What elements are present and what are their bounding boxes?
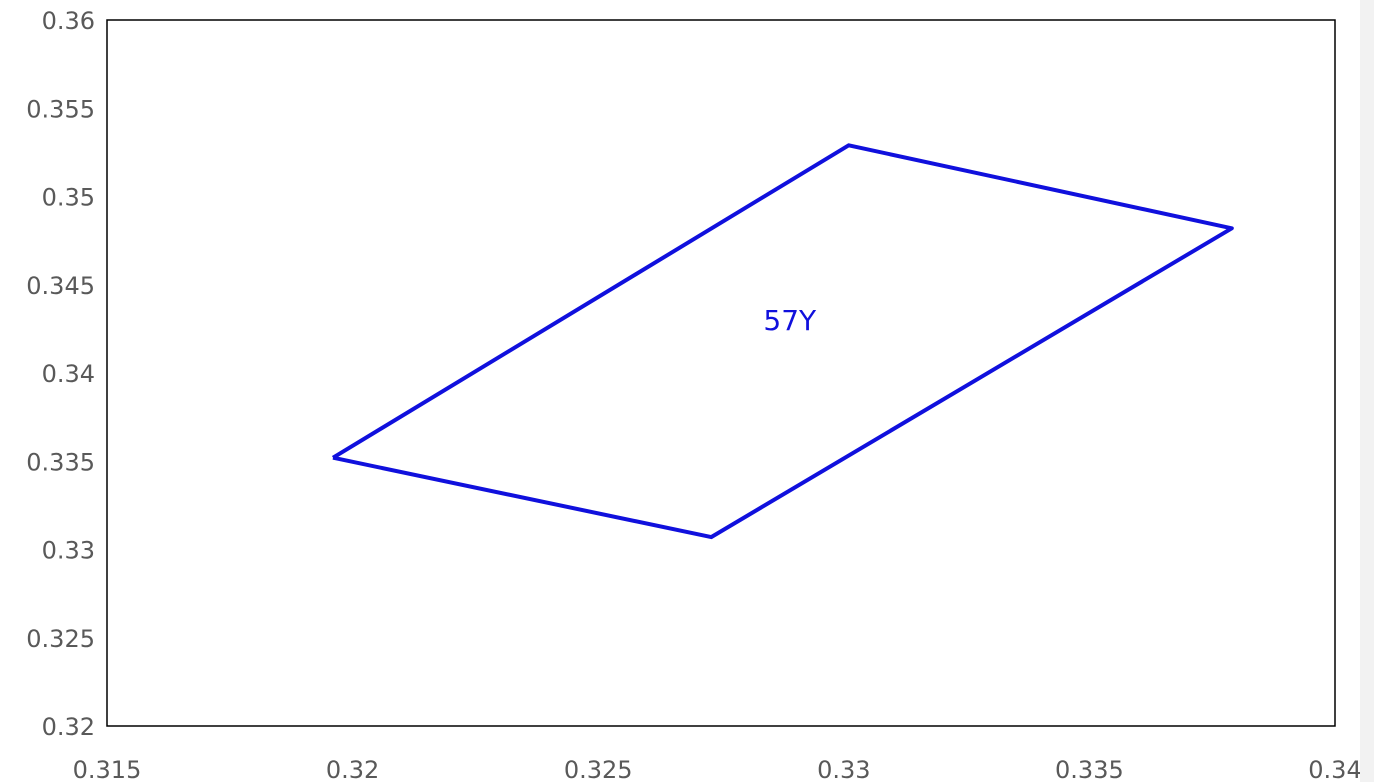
x-tick-label: 0.33 [817, 756, 870, 782]
y-tick-label: 0.36 [42, 7, 95, 35]
y-tick-label: 0.34 [42, 360, 95, 388]
series-line-polygon [331, 143, 1234, 540]
x-tick-label: 0.32 [326, 756, 379, 782]
y-tick-label: 0.335 [26, 448, 95, 476]
y-tick-label: 0.32 [42, 713, 95, 741]
y-tick-label: 0.345 [26, 272, 95, 300]
x-tick-label: 0.325 [564, 756, 633, 782]
y-tick-label: 0.355 [26, 95, 95, 123]
y-axis-tick-labels: 0.32 0.325 0.33 0.335 0.34 0.345 0.35 0.355 0.36 [26, 7, 95, 741]
y-tick-label: 0.35 [42, 184, 95, 212]
x-tick-label: 0.335 [1055, 756, 1124, 782]
x-tick-label: 0.315 [73, 756, 142, 782]
y-tick-label: 0.33 [42, 537, 95, 565]
series-layer [331, 143, 1234, 540]
window-edge-strip [1360, 0, 1374, 782]
annotation-label: 57Y [763, 304, 817, 337]
x-axis-tick-labels: 0.315 0.32 0.325 0.33 0.335 0.34 [73, 756, 1362, 782]
annotation-layer: 57Y [763, 304, 817, 337]
y-tick-label: 0.325 [26, 625, 95, 653]
plot-area-frame [106, 19, 1336, 727]
x-tick-label: 0.34 [1308, 756, 1361, 782]
